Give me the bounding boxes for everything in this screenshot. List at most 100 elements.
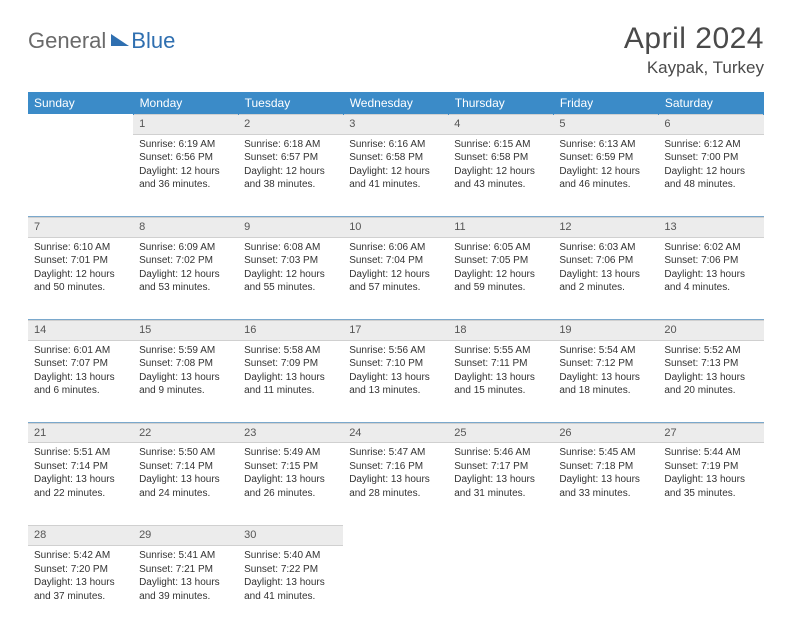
sunset-line: Sunset: 7:06 PM	[559, 254, 652, 268]
day-number-cell: 16	[238, 320, 343, 340]
day-number-cell: 14	[28, 320, 133, 340]
day-cell: Sunrise: 5:40 AMSunset: 7:22 PMDaylight:…	[238, 546, 343, 628]
sunrise-line: Sunrise: 5:51 AM	[34, 446, 127, 460]
daylight-line: Daylight: 13 hours and 18 minutes.	[559, 371, 652, 398]
day-details: Sunrise: 5:59 AMSunset: 7:08 PMDaylight:…	[133, 341, 238, 404]
daylight-line: Daylight: 13 hours and 33 minutes.	[559, 473, 652, 500]
sunset-line: Sunset: 7:08 PM	[139, 357, 232, 371]
brand-logo: General Blue	[28, 28, 175, 54]
dh-fri: Friday	[553, 92, 658, 115]
week-body-row: Sunrise: 5:51 AMSunset: 7:14 PMDaylight:…	[28, 443, 764, 525]
dh-wed: Wednesday	[343, 92, 448, 115]
sunset-line: Sunset: 7:19 PM	[664, 460, 757, 474]
day-number-cell	[343, 526, 448, 546]
sunset-line: Sunset: 6:56 PM	[139, 151, 232, 165]
sunrise-line: Sunrise: 5:46 AM	[454, 446, 547, 460]
daylight-line: Daylight: 12 hours and 46 minutes.	[559, 165, 652, 192]
day-details: Sunrise: 6:12 AMSunset: 7:00 PMDaylight:…	[658, 135, 763, 198]
daylight-line: Daylight: 12 hours and 43 minutes.	[454, 165, 547, 192]
daylight-line: Daylight: 13 hours and 15 minutes.	[454, 371, 547, 398]
daylight-line: Daylight: 13 hours and 26 minutes.	[244, 473, 337, 500]
day-cell: Sunrise: 5:45 AMSunset: 7:18 PMDaylight:…	[553, 443, 658, 525]
day-number-cell: 22	[133, 423, 238, 443]
dh-mon: Monday	[133, 92, 238, 115]
day-cell: Sunrise: 5:59 AMSunset: 7:08 PMDaylight:…	[133, 340, 238, 422]
brand-part1: General	[28, 28, 106, 54]
day-number-cell: 24	[343, 423, 448, 443]
day-number-cell: 11	[448, 217, 553, 237]
daylight-line: Daylight: 12 hours and 55 minutes.	[244, 268, 337, 295]
day-number-cell: 26	[553, 423, 658, 443]
daylight-line: Daylight: 13 hours and 41 minutes.	[244, 576, 337, 603]
daylight-line: Daylight: 12 hours and 41 minutes.	[349, 165, 442, 192]
sunrise-line: Sunrise: 6:05 AM	[454, 241, 547, 255]
day-number-cell: 23	[238, 423, 343, 443]
dh-sun: Sunday	[28, 92, 133, 115]
day-number-cell: 25	[448, 423, 553, 443]
day-cell: Sunrise: 5:49 AMSunset: 7:15 PMDaylight:…	[238, 443, 343, 525]
day-cell: Sunrise: 6:02 AMSunset: 7:06 PMDaylight:…	[658, 237, 763, 319]
sunrise-line: Sunrise: 6:02 AM	[664, 241, 757, 255]
day-cell: Sunrise: 6:15 AMSunset: 6:58 PMDaylight:…	[448, 134, 553, 216]
day-details: Sunrise: 6:13 AMSunset: 6:59 PMDaylight:…	[553, 135, 658, 198]
day-cell: Sunrise: 5:47 AMSunset: 7:16 PMDaylight:…	[343, 443, 448, 525]
day-details: Sunrise: 5:42 AMSunset: 7:20 PMDaylight:…	[28, 546, 133, 609]
sunset-line: Sunset: 7:14 PM	[139, 460, 232, 474]
day-number-cell: 28	[28, 526, 133, 546]
day-number-cell: 12	[553, 217, 658, 237]
day-cell: Sunrise: 6:01 AMSunset: 7:07 PMDaylight:…	[28, 340, 133, 422]
daylight-line: Daylight: 13 hours and 6 minutes.	[34, 371, 127, 398]
day-cell: Sunrise: 5:44 AMSunset: 7:19 PMDaylight:…	[658, 443, 763, 525]
sunset-line: Sunset: 7:11 PM	[454, 357, 547, 371]
day-details: Sunrise: 6:03 AMSunset: 7:06 PMDaylight:…	[553, 238, 658, 301]
daylight-line: Daylight: 13 hours and 11 minutes.	[244, 371, 337, 398]
day-number-cell: 9	[238, 217, 343, 237]
daylight-line: Daylight: 12 hours and 48 minutes.	[664, 165, 757, 192]
day-details: Sunrise: 6:10 AMSunset: 7:01 PMDaylight:…	[28, 238, 133, 301]
day-number-cell	[658, 526, 763, 546]
day-cell: Sunrise: 5:50 AMSunset: 7:14 PMDaylight:…	[133, 443, 238, 525]
dh-sat: Saturday	[658, 92, 763, 115]
sunrise-line: Sunrise: 6:18 AM	[244, 138, 337, 152]
daylight-line: Daylight: 13 hours and 20 minutes.	[664, 371, 757, 398]
day-number-cell: 20	[658, 320, 763, 340]
day-details: Sunrise: 6:06 AMSunset: 7:04 PMDaylight:…	[343, 238, 448, 301]
day-cell: Sunrise: 5:52 AMSunset: 7:13 PMDaylight:…	[658, 340, 763, 422]
sunrise-line: Sunrise: 5:44 AM	[664, 446, 757, 460]
day-details: Sunrise: 6:05 AMSunset: 7:05 PMDaylight:…	[448, 238, 553, 301]
calendar-table: Sunday Monday Tuesday Wednesday Thursday…	[28, 92, 764, 628]
week-daynum-row: 123456	[28, 115, 764, 135]
week-body-row: Sunrise: 6:10 AMSunset: 7:01 PMDaylight:…	[28, 237, 764, 319]
month-title: April 2024	[624, 22, 764, 56]
daylight-line: Daylight: 12 hours and 57 minutes.	[349, 268, 442, 295]
daylight-line: Daylight: 12 hours and 36 minutes.	[139, 165, 232, 192]
daylight-line: Daylight: 13 hours and 22 minutes.	[34, 473, 127, 500]
day-number-cell: 18	[448, 320, 553, 340]
day-details: Sunrise: 5:49 AMSunset: 7:15 PMDaylight:…	[238, 443, 343, 506]
day-details: Sunrise: 6:16 AMSunset: 6:58 PMDaylight:…	[343, 135, 448, 198]
day-number-cell: 5	[553, 115, 658, 135]
brand-mark-icon	[111, 34, 129, 46]
daylight-line: Daylight: 13 hours and 24 minutes.	[139, 473, 232, 500]
sunrise-line: Sunrise: 5:49 AM	[244, 446, 337, 460]
day-cell: Sunrise: 5:56 AMSunset: 7:10 PMDaylight:…	[343, 340, 448, 422]
day-cell: Sunrise: 5:58 AMSunset: 7:09 PMDaylight:…	[238, 340, 343, 422]
sunrise-line: Sunrise: 5:47 AM	[349, 446, 442, 460]
day-cell: Sunrise: 5:41 AMSunset: 7:21 PMDaylight:…	[133, 546, 238, 628]
week-daynum-row: 14151617181920	[28, 320, 764, 340]
day-details: Sunrise: 5:44 AMSunset: 7:19 PMDaylight:…	[658, 443, 763, 506]
day-details: Sunrise: 6:08 AMSunset: 7:03 PMDaylight:…	[238, 238, 343, 301]
sunset-line: Sunset: 6:58 PM	[349, 151, 442, 165]
day-cell: Sunrise: 6:03 AMSunset: 7:06 PMDaylight:…	[553, 237, 658, 319]
day-header-row: Sunday Monday Tuesday Wednesday Thursday…	[28, 92, 764, 115]
sunset-line: Sunset: 7:18 PM	[559, 460, 652, 474]
day-cell	[343, 546, 448, 628]
week-daynum-row: 282930	[28, 526, 764, 546]
day-number-cell	[553, 526, 658, 546]
week-daynum-row: 78910111213	[28, 217, 764, 237]
sunset-line: Sunset: 6:58 PM	[454, 151, 547, 165]
day-number-cell: 10	[343, 217, 448, 237]
daylight-line: Daylight: 13 hours and 2 minutes.	[559, 268, 652, 295]
day-cell: Sunrise: 5:42 AMSunset: 7:20 PMDaylight:…	[28, 546, 133, 628]
sunrise-line: Sunrise: 5:58 AM	[244, 344, 337, 358]
